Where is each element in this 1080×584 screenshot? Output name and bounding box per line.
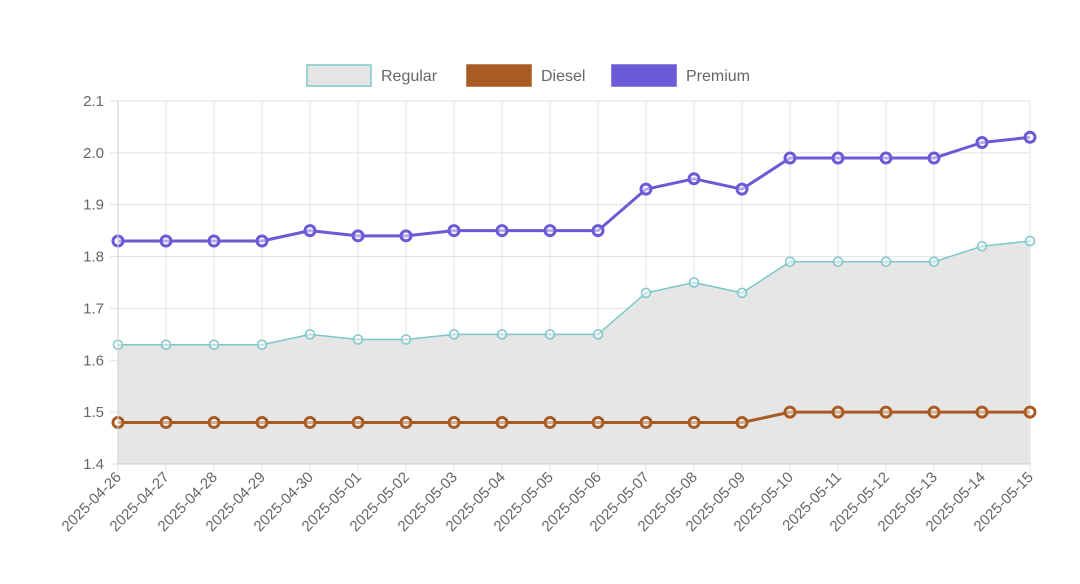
data-point-regular <box>1024 235 1036 247</box>
series-line-regular <box>118 240 1031 346</box>
data-point-regular <box>832 256 844 268</box>
data-point-diesel <box>639 416 653 430</box>
data-point-diesel <box>303 416 317 430</box>
data-point-premium <box>687 172 701 186</box>
data-point-diesel <box>1023 405 1037 419</box>
series-lines <box>118 135 1031 425</box>
data-point-regular <box>496 329 508 340</box>
data-points <box>111 130 1037 430</box>
data-point-diesel <box>351 416 365 430</box>
data-point-regular <box>928 256 940 268</box>
data-point-premium <box>495 224 509 238</box>
legend-swatch-premium <box>611 64 677 87</box>
data-point-diesel <box>447 416 461 430</box>
data-point-premium <box>255 234 269 248</box>
data-point-premium <box>927 151 941 165</box>
data-point-regular <box>688 277 700 288</box>
y-tick-label: 1.8 <box>83 249 104 266</box>
data-point-regular <box>640 287 652 299</box>
data-point-premium <box>303 224 317 238</box>
data-point-diesel <box>687 416 701 430</box>
data-point-diesel <box>495 416 509 430</box>
data-point-premium <box>783 151 797 165</box>
data-point-premium <box>639 182 653 196</box>
data-point-premium <box>975 135 989 149</box>
data-point-regular <box>880 256 892 268</box>
data-point-diesel <box>927 405 941 419</box>
y-tick-label: 1.5 <box>83 404 104 421</box>
legend-label-diesel: Diesel <box>541 68 585 85</box>
data-point-regular <box>976 240 988 252</box>
data-point-premium <box>543 224 557 238</box>
series-line-premium <box>118 135 1031 243</box>
y-tick-label: 1.6 <box>83 352 104 369</box>
data-point-diesel <box>879 405 893 419</box>
y-tick-label: 2.0 <box>83 145 104 162</box>
data-point-diesel <box>399 416 413 430</box>
y-tick-label: 1.9 <box>83 197 104 214</box>
data-point-diesel <box>783 405 797 419</box>
data-point-regular <box>544 329 556 340</box>
data-point-diesel <box>591 416 605 430</box>
data-point-premium <box>879 151 893 165</box>
legend: Regular Diesel Premium <box>306 64 750 87</box>
legend-swatch-diesel <box>466 64 532 87</box>
data-point-diesel <box>831 405 845 419</box>
data-point-regular <box>304 329 316 340</box>
legend-swatch-regular <box>306 64 372 87</box>
data-point-regular <box>784 256 796 268</box>
data-point-regular <box>352 334 364 345</box>
series-line-diesel <box>118 410 1030 425</box>
data-point-regular <box>448 329 460 340</box>
data-point-regular <box>160 339 172 350</box>
legend-label-premium: Premium <box>686 68 750 85</box>
data-point-diesel <box>255 416 269 430</box>
data-point-premium <box>351 229 365 243</box>
data-point-premium <box>735 182 749 196</box>
data-point-premium <box>447 224 461 238</box>
data-point-premium <box>831 151 845 165</box>
data-point-premium <box>591 224 605 238</box>
y-tick-label: 2.1 <box>83 93 104 110</box>
data-point-diesel <box>543 416 557 430</box>
data-point-regular <box>736 287 748 299</box>
data-point-diesel <box>735 416 749 430</box>
series-area-regular <box>118 241 1030 464</box>
y-tick-label: 1.4 <box>83 456 104 473</box>
data-point-regular <box>208 339 220 350</box>
data-point-regular <box>400 334 412 345</box>
data-point-diesel <box>975 405 989 419</box>
data-point-diesel <box>159 416 173 430</box>
data-point-regular <box>256 339 268 350</box>
data-point-premium <box>1023 130 1037 144</box>
data-point-diesel <box>207 416 221 430</box>
data-point-premium <box>207 234 221 248</box>
legend-label-regular: Regular <box>381 68 438 85</box>
data-point-regular <box>592 329 604 340</box>
data-point-premium <box>399 229 413 243</box>
data-point-premium <box>159 234 173 248</box>
y-tick-label: 1.7 <box>83 300 104 317</box>
area-fills <box>118 241 1030 464</box>
